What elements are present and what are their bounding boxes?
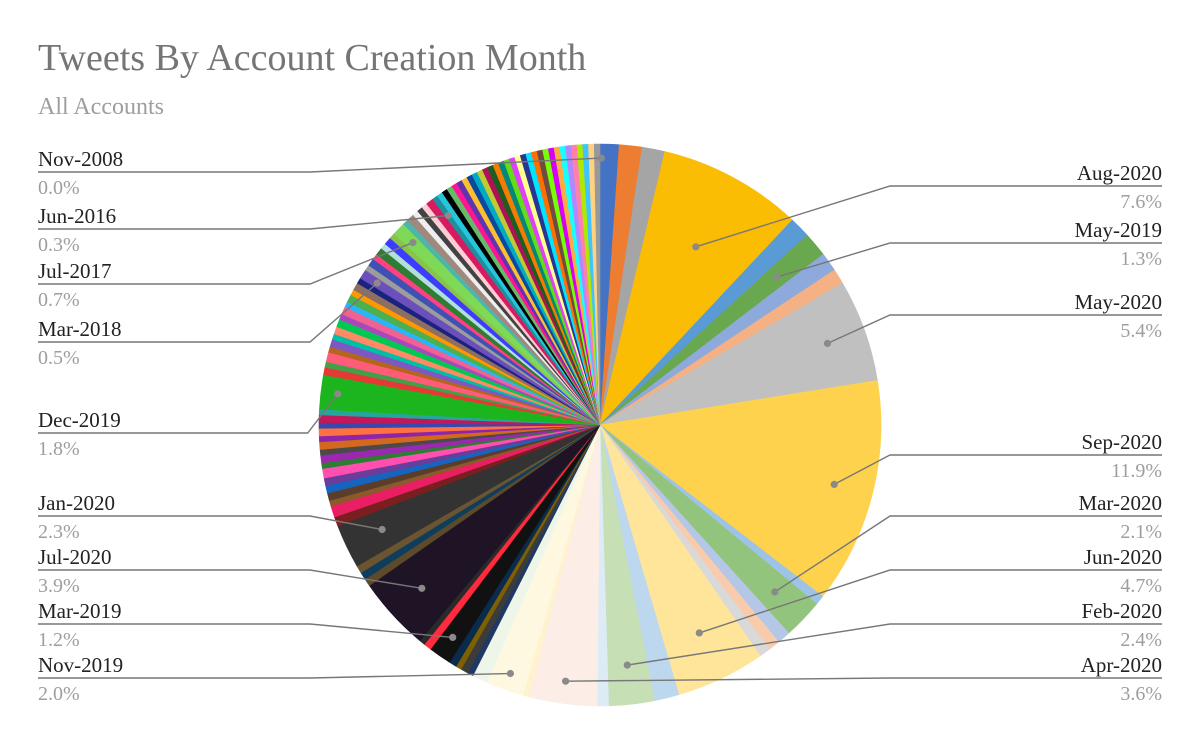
slice-label: Nov-2008 [38,147,123,171]
leader-dot [334,390,342,398]
leader-line [38,569,422,589]
slice-percent-label: 0.7% [38,289,80,311]
leader-line [627,623,1162,666]
slice-percent-label: 2.4% [1120,629,1162,651]
slice-label: Jul-2017 [38,259,112,283]
slice-label: Mar-2018 [38,317,122,341]
slice-percent-label: 1.8% [38,438,80,460]
leader-dot [409,239,417,247]
leader-line [38,214,449,230]
leader-line [774,515,1162,593]
leader-dot [830,480,838,488]
leader-line [833,454,1162,486]
leader-dot [373,279,381,287]
leader-dot [449,633,457,642]
leader-dot [623,661,631,669]
slice-percent-label: 4.7% [1120,575,1162,597]
leader-line [38,623,453,639]
slice-label: May-2019 [1075,218,1163,242]
pie-slice [599,380,882,597]
slice-label: Mar-2019 [38,599,122,623]
slice-label: Aug-2020 [1077,161,1162,185]
pie-slices [318,143,882,707]
slice-label: Mar-2020 [1078,491,1162,515]
leader-line [38,282,378,343]
slice-percent-label: 7.6% [1120,191,1162,213]
leader-line [695,185,1162,248]
slice-label: Nov-2019 [38,653,123,677]
slice-percent-label: 0.5% [38,347,80,369]
slice-percent-label: 3.6% [1120,683,1162,705]
slice-label: Apr-2020 [1081,653,1162,677]
leader-dot [771,588,779,596]
slice-percent-label: 3.9% [38,575,80,597]
leader-line [699,569,1162,634]
leader-dot [562,677,570,685]
leader-line [38,393,339,434]
leader-dot [418,584,426,592]
leader-dot [773,273,781,281]
leader-line [827,314,1162,345]
slice-label: Feb-2020 [1082,599,1163,623]
slice-percent-label: 0.0% [38,177,80,199]
slice-label: Jun-2020 [1084,545,1162,569]
slice-label: Jun-2016 [38,204,116,228]
leader-line [38,515,383,531]
pie-leader-lines [38,154,1162,685]
leader-dot [378,525,386,534]
leader-dot [506,669,514,678]
leader-line [38,241,414,285]
slice-percent-label: 1.2% [38,629,80,651]
slice-percent-label: 0.3% [38,234,80,256]
slice-label: May-2020 [1075,290,1163,314]
slice-percent-label: 2.0% [38,683,80,705]
slice-label: Jul-2020 [38,545,112,569]
pie-slice [593,143,601,426]
slice-percent-label: 1.3% [1120,248,1162,270]
pie-labels: Aug-2020 7.6% May-2019 1.3% May-2020 5.4% Sep-… [38,147,1162,705]
pie-slice [599,151,793,427]
slice-percent-label: 2.1% [1120,521,1162,543]
leader-dot [695,629,703,637]
slice-percent-label: 5.4% [1120,320,1162,342]
leader-dot [823,339,832,347]
chart-title: Tweets By Account Creation Month [38,37,586,79]
slice-label: Sep-2020 [1082,430,1163,454]
leader-dot [692,243,700,251]
leader-line [38,672,511,679]
leader-line [38,157,602,173]
leader-dot [444,212,452,220]
leader-line [565,677,1162,682]
slice-label: Dec-2019 [38,408,121,432]
leader-dot [597,154,605,162]
leader-line [776,242,1162,278]
slice-percent-label: 11.9% [1111,460,1162,482]
slice-label: Jan-2020 [38,491,115,515]
slice-percent-label: 2.3% [38,521,80,543]
chart-subtitle: All Accounts [38,94,164,120]
